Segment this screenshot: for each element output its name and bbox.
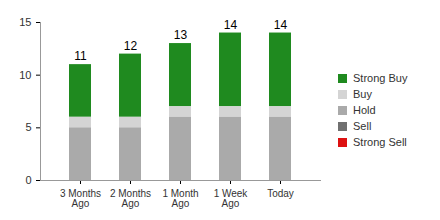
html-text:Sell: Sell: [353, 120, 372, 132]
html-text:Buy: Buy: [353, 88, 372, 100]
svg-text:13: 13: [174, 28, 188, 42]
svg-text:10: 10: [19, 69, 31, 81]
svg-text:15: 15: [19, 16, 31, 28]
svg-text:Today: Today: [267, 188, 294, 199]
html-text:Hold: Hold: [353, 104, 376, 116]
html-text:Strong Sell: Strong Sell: [353, 136, 407, 148]
svg-text:14: 14: [224, 18, 238, 32]
svg-text:12: 12: [124, 39, 138, 53]
svg-text:5: 5: [25, 121, 31, 133]
html-text:Strong Buy: Strong Buy: [353, 72, 408, 84]
svg-text:0: 0: [25, 174, 31, 186]
svg-text:1 WeekAgo: 1 WeekAgo: [214, 188, 249, 209]
svg-text:14: 14: [274, 18, 288, 32]
svg-text:11: 11: [74, 49, 87, 63]
svg-text:2 MonthsAgo: 2 MonthsAgo: [110, 188, 151, 209]
svg-text:1 MonthAgo: 1 MonthAgo: [162, 188, 198, 209]
svg-text:3 MonthsAgo: 3 MonthsAgo: [60, 188, 101, 209]
